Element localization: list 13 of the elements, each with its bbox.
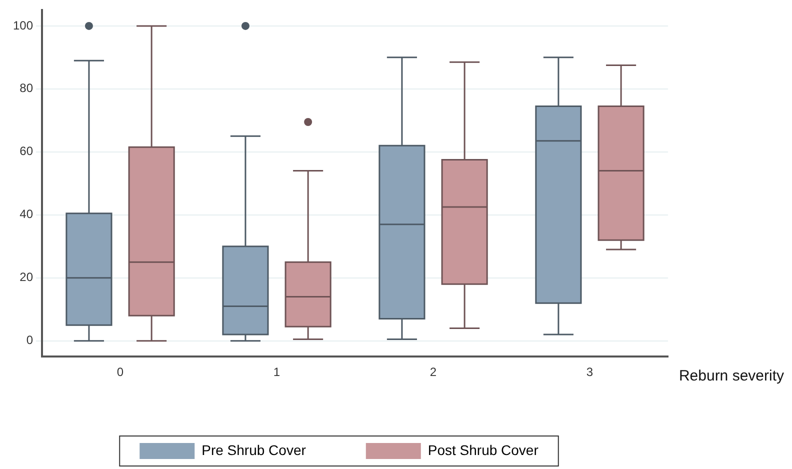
y-tick-label: 100 [12,18,34,32]
x-tick-label: 0 [116,365,124,380]
y-tick-label: 80 [20,81,34,96]
legend-label: Post Shrub Cover [428,442,539,458]
x-axis-title: Reburn severity [678,368,784,385]
legend-label: Pre Shrub Cover [202,442,306,458]
x-tick-label: 1 [273,365,280,380]
y-tick-label: 20 [20,270,34,284]
y-tick-label: 40 [20,207,34,222]
x-tick-label: 2 [430,365,437,380]
y-tick-label: 60 [20,144,34,158]
x-tick-label: 3 [586,365,594,380]
y-tick-label: 0 [26,333,34,348]
